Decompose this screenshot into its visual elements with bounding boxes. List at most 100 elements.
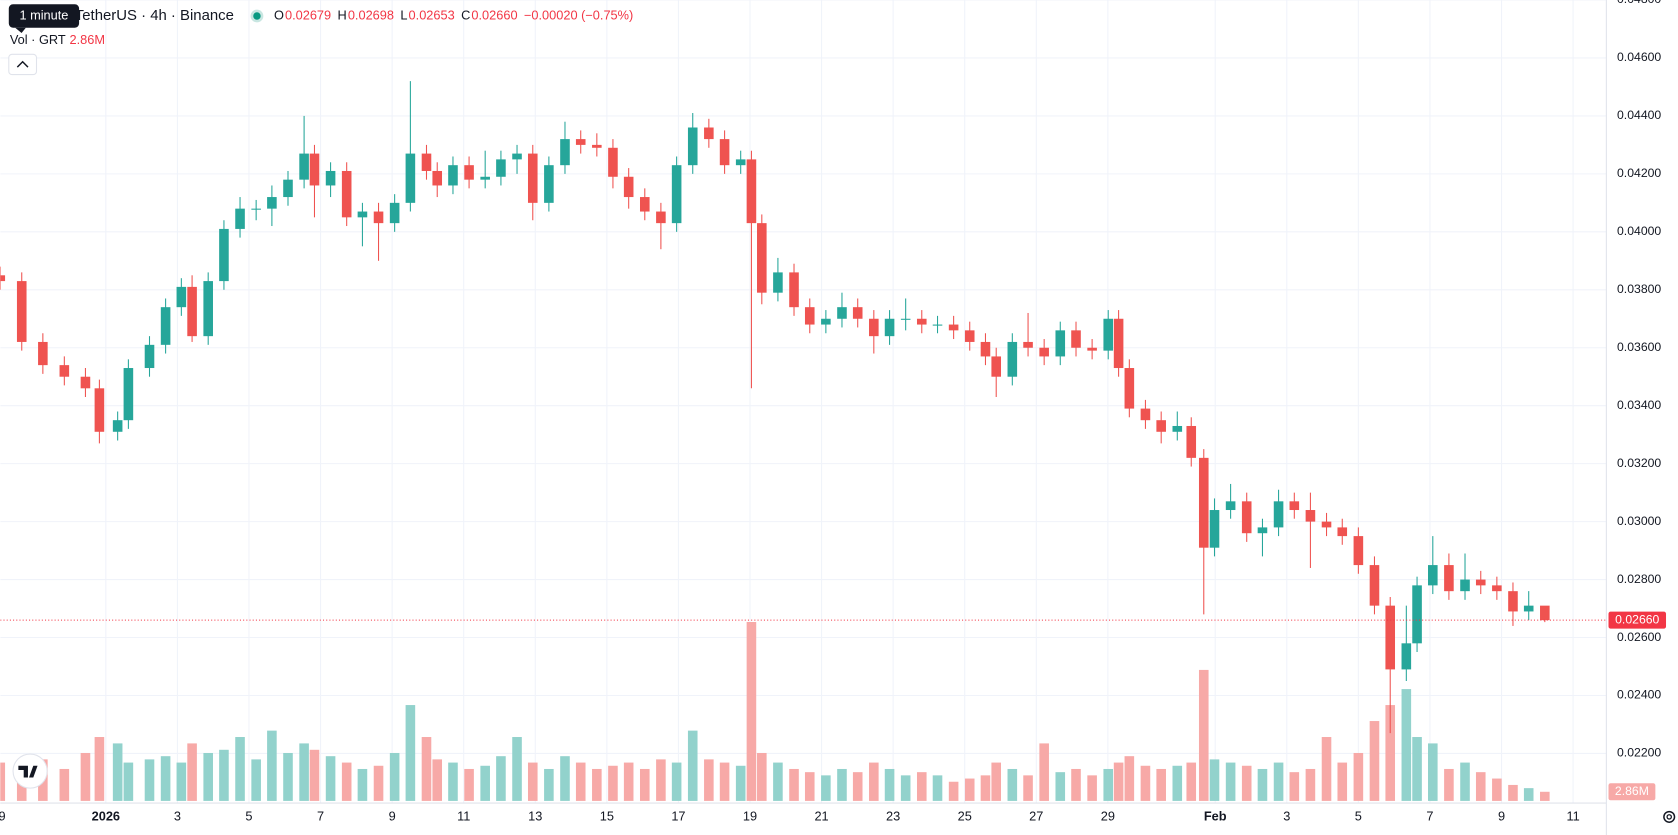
candle-body (1172, 425, 1183, 432)
candle-body (884, 318, 895, 337)
logo-badge[interactable] (12, 753, 48, 789)
settings-icon-center (1666, 814, 1672, 820)
candle-body (980, 341, 991, 357)
volume-axis-box (1608, 783, 1656, 801)
candle-body (852, 307, 863, 319)
tooltip-box (8, 4, 80, 28)
last-price-box (1608, 611, 1667, 629)
logo-mark (18, 765, 38, 778)
candle-body (144, 344, 155, 369)
volume-bar (1428, 743, 1438, 801)
volume-bar (1369, 721, 1380, 801)
x-tick-label: 11 (1566, 808, 1579, 823)
volume-bar (916, 772, 927, 801)
volume-bar (251, 759, 261, 801)
candle-body (16, 281, 27, 342)
y-tick-label: 0.03600 (1617, 340, 1661, 354)
candle-body (1273, 501, 1284, 528)
candle-body (821, 318, 831, 325)
candle-body (1337, 527, 1348, 537)
volume-bar (373, 765, 384, 801)
volume-bar (448, 762, 458, 801)
candle-body (1007, 341, 1018, 377)
candle-body (38, 341, 48, 366)
candle-body (623, 176, 634, 198)
volume-bar (852, 772, 863, 801)
candle-body (1444, 565, 1454, 592)
symbol-title[interactable]: TetherUS · 4h · Binance (75, 8, 234, 24)
volume-bar (980, 775, 991, 801)
candle-body (1087, 347, 1097, 351)
x-tick-label: 5 (1355, 808, 1362, 823)
x-tick-label: 29 (0, 808, 6, 823)
volume-bar (746, 621, 757, 801)
candle-body (1209, 510, 1220, 548)
candle-body (757, 223, 767, 293)
x-tick-label: 25 (958, 808, 972, 823)
volume-bar (1023, 775, 1033, 801)
volume-bar (1412, 737, 1422, 801)
volume-bar (219, 749, 229, 801)
candle-body (432, 170, 443, 186)
volume-bar (1225, 762, 1236, 801)
candle-body (789, 272, 799, 308)
collapse-button[interactable] (8, 53, 38, 76)
candle-body (176, 286, 187, 308)
volume-bar (1353, 752, 1364, 801)
volume-bar (527, 762, 538, 801)
candle-body (1241, 501, 1252, 534)
x-tick-label: 17 (671, 808, 685, 823)
candle-body (405, 153, 416, 203)
volume-bar (1172, 765, 1183, 801)
volume-bar (267, 730, 277, 801)
candle-body (837, 307, 847, 319)
volume-bar (283, 752, 293, 801)
candle-body (964, 330, 975, 342)
candle-body (735, 159, 746, 166)
volume-bar (671, 762, 682, 801)
x-tick-label: 27 (1029, 808, 1043, 823)
candle-body (203, 281, 213, 337)
volume-bar (1401, 689, 1412, 801)
volume-bar (687, 730, 698, 801)
candle-body (357, 211, 368, 218)
y-tick-label: 0.04600 (1617, 50, 1661, 64)
volume-bar (1305, 768, 1316, 801)
candle-body (1305, 510, 1316, 522)
volume-bar (560, 756, 570, 801)
volume-bar (623, 762, 634, 801)
volume-bar (1007, 768, 1018, 801)
volume-bar (1087, 775, 1097, 801)
candle-body (704, 127, 714, 140)
y-tick-label: 0.02400 (1617, 688, 1661, 702)
volume-bar (1103, 768, 1114, 801)
ohlc-value: 0.02679 (285, 7, 331, 22)
volume-bar (299, 743, 309, 801)
candle-body (1492, 585, 1502, 592)
ohlc-key: H (338, 7, 347, 22)
volume-bar (869, 762, 879, 801)
candle-body (80, 376, 91, 389)
volume-bar (948, 781, 959, 801)
candle-body (1321, 521, 1332, 528)
ohlc-value: 0.02653 (409, 7, 455, 22)
candle-body (1508, 591, 1518, 612)
candle-body (341, 170, 352, 218)
candle-body (1103, 318, 1114, 351)
x-tick-label: 9 (1498, 808, 1505, 823)
volume-bar (544, 768, 554, 801)
y-tick-label: 0.02800 (1617, 572, 1661, 586)
x-tick-label: 11 (457, 808, 470, 823)
y-tick-label: 0.04200 (1617, 166, 1661, 180)
volume-axis-label: 2.86M (1615, 784, 1649, 798)
candle-body (1113, 318, 1124, 369)
volume-bar (1444, 768, 1454, 801)
candle-body (0, 275, 6, 282)
volume-bar (432, 759, 443, 801)
volume-bar (1523, 788, 1534, 801)
volume-bar (203, 752, 213, 801)
settings-icon[interactable] (1663, 810, 1676, 823)
volume-bar (1124, 756, 1135, 801)
candle-body (869, 318, 879, 337)
ohlc-value: 0.02698 (348, 7, 394, 22)
